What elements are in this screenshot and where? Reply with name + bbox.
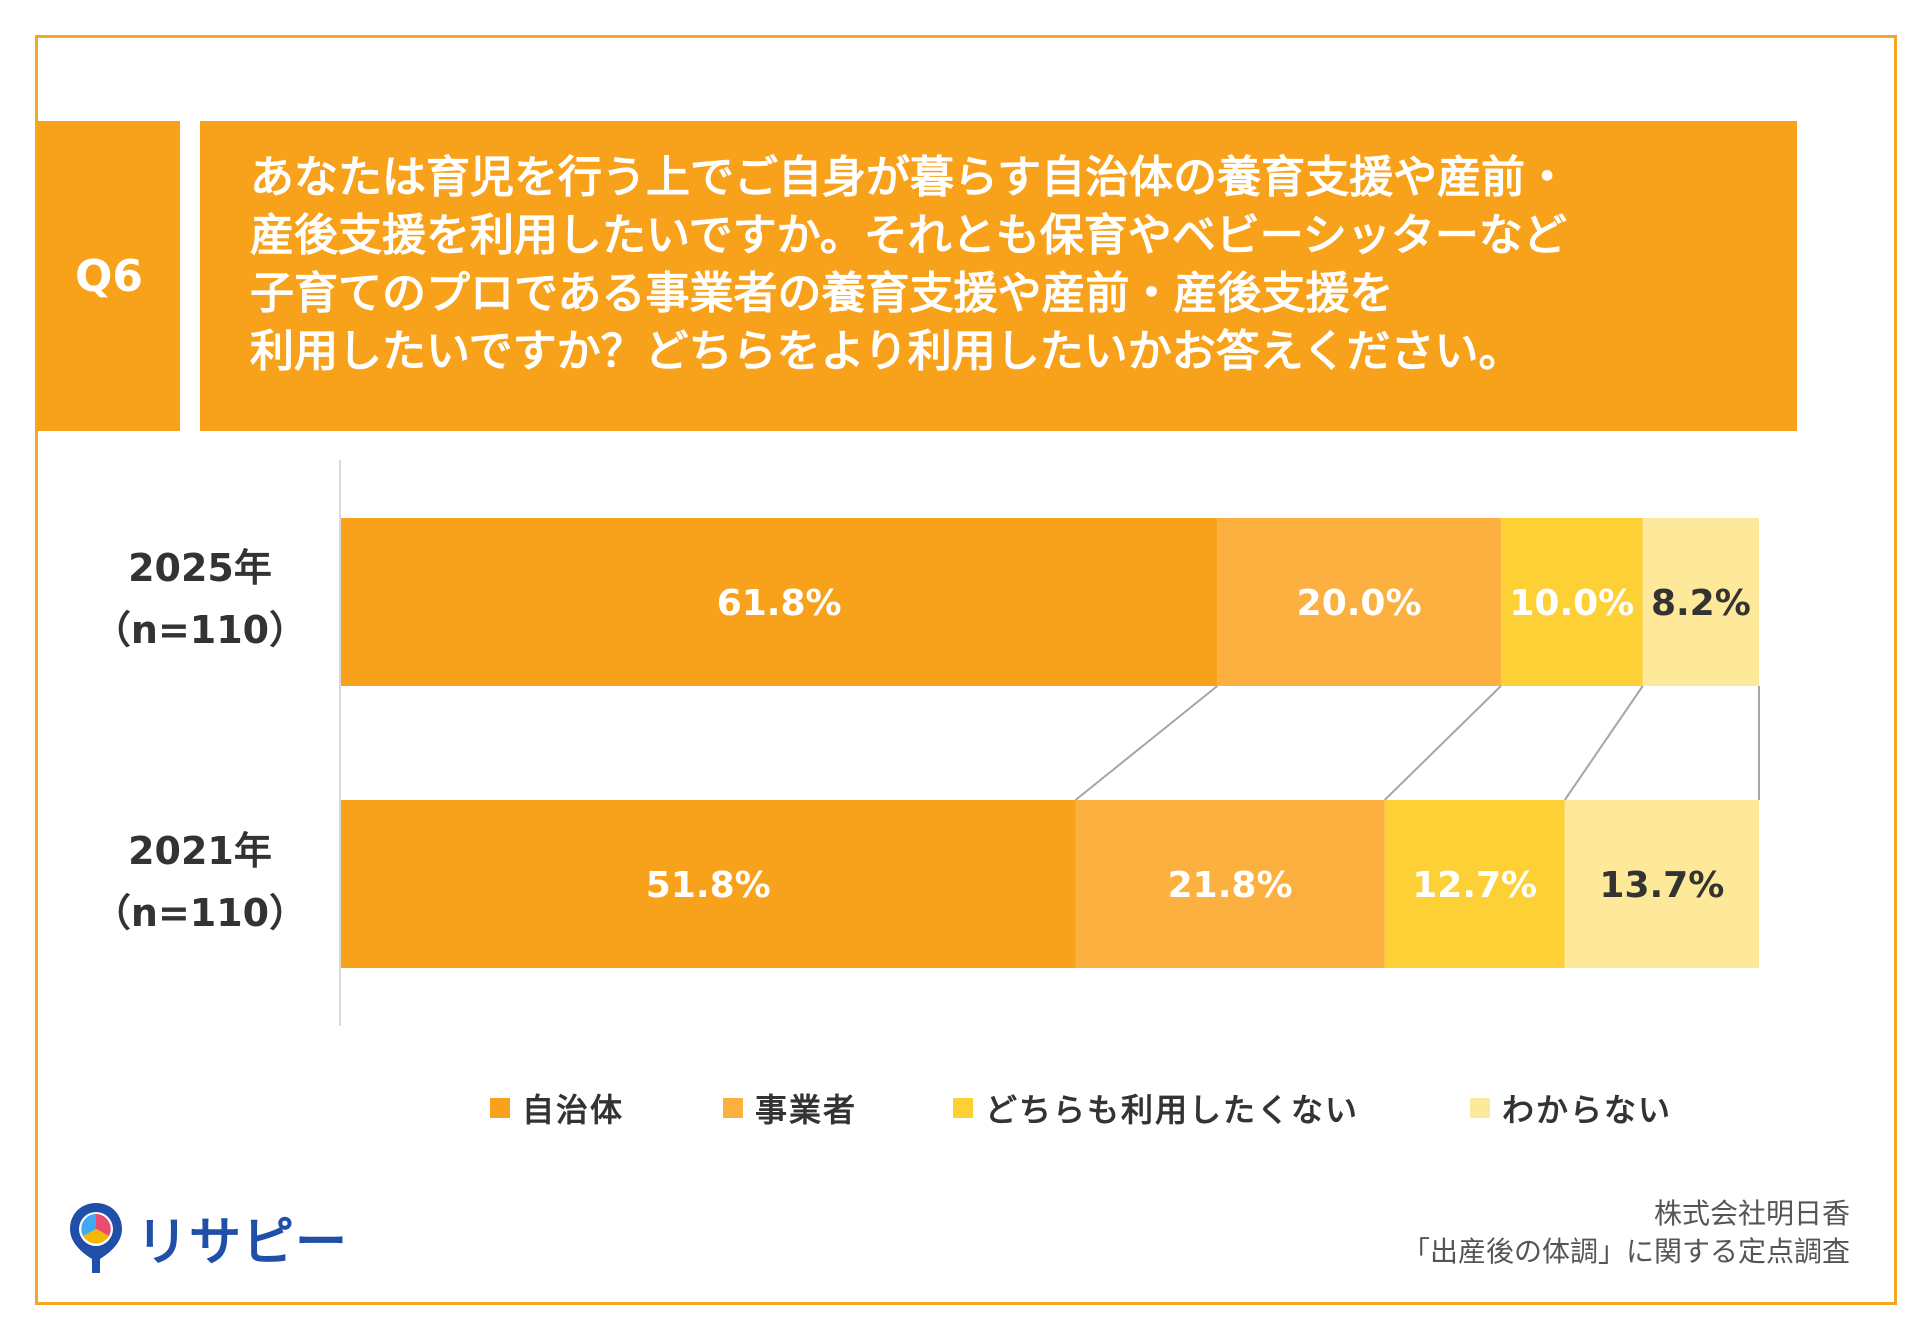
source-company: 株式会社明日香 [1653, 1197, 1850, 1230]
brand-logo: リサピー [68, 1200, 348, 1275]
logo-pin-icon [70, 1202, 122, 1273]
question-line: あなたは育児を行う上でご自身が暮らす自治体の養育支援や産前・ [250, 152, 1570, 203]
data-label: 12.7% [1412, 865, 1537, 906]
source-survey: 「出産後の体調」に関する定点調査 [1401, 1235, 1850, 1268]
row-sample-size: （n=110） [92, 891, 308, 935]
question-number: Q6 [74, 250, 144, 302]
row-label-2025: 2025年 （n=110） [90, 537, 310, 661]
series-connector-line [1563, 685, 1644, 801]
legend-swatch [490, 1098, 510, 1118]
data-label: 21.8% [1168, 865, 1293, 906]
legend-swatch [723, 1098, 743, 1118]
question-line: 子育てのプロである事業者の養育支援や産前・産後支援を [250, 268, 1394, 319]
logo-text: リサピー [136, 1213, 349, 1273]
row-sample-size: （n=110） [92, 608, 308, 652]
legend-swatch [1470, 1098, 1490, 1118]
question-line: 利用したいですか？どちらをより利用したいかお答えください。 [250, 326, 1523, 377]
row-label-2021: 2021年 （n=110） [90, 820, 310, 944]
data-label: 61.8% [717, 583, 842, 624]
legend-label: どちらも利用したくない [985, 1091, 1360, 1129]
question-text-box: あなたは育児を行う上でご自身が暮らす自治体の養育支援や産前・ 産後支援を利用した… [200, 121, 1797, 431]
legend-item-jichitai: 自治体 [490, 1085, 624, 1131]
bar-segment [1384, 800, 1565, 968]
data-label: 51.8% [646, 865, 771, 906]
row-year: 2025年 [128, 546, 272, 590]
data-label: 10.0% [1509, 583, 1634, 624]
data-label: 8.2% [1651, 583, 1751, 624]
question-number-badge: Q6 [38, 121, 180, 431]
series-connector-line [1074, 685, 1218, 801]
legend-label: わからない [1502, 1091, 1673, 1129]
legend-item-wakaranai: わからない [1470, 1085, 1672, 1131]
data-label: 20.0% [1297, 583, 1422, 624]
bar-segment [1642, 518, 1759, 686]
question-line: 産後支援を利用したいですか。それとも保育やベビーシッターなど [250, 210, 1567, 261]
bar-segment [1217, 518, 1501, 686]
category-axis-line [339, 460, 341, 1026]
legend-item-jigyosha: 事業者 [723, 1085, 857, 1131]
source-note: 株式会社明日香 「出産後の体調」に関する定点調査 [1402, 1195, 1850, 1271]
bar-segment [1500, 518, 1643, 686]
data-label: 13.7% [1599, 865, 1724, 906]
bar-segment [1075, 800, 1385, 968]
legend-item-dochiramo: どちらも利用したくない [953, 1085, 1359, 1131]
bar-segment [1564, 800, 1759, 968]
row-year: 2021年 [128, 829, 272, 873]
bar-segment [341, 518, 1218, 686]
legend-swatch [953, 1098, 973, 1118]
legend-label: 自治体 [522, 1091, 625, 1129]
legend: 自治体 事業者 どちらも利用したくない わからない [490, 1085, 1790, 1135]
chart-frame: Q6 あなたは育児を行う上でご自身が暮らす自治体の養育支援や産前・ 産後支援を利… [35, 35, 1897, 1305]
series-connector-line [1383, 685, 1502, 801]
bar-segment [341, 800, 1076, 968]
legend-label: 事業者 [755, 1091, 858, 1129]
